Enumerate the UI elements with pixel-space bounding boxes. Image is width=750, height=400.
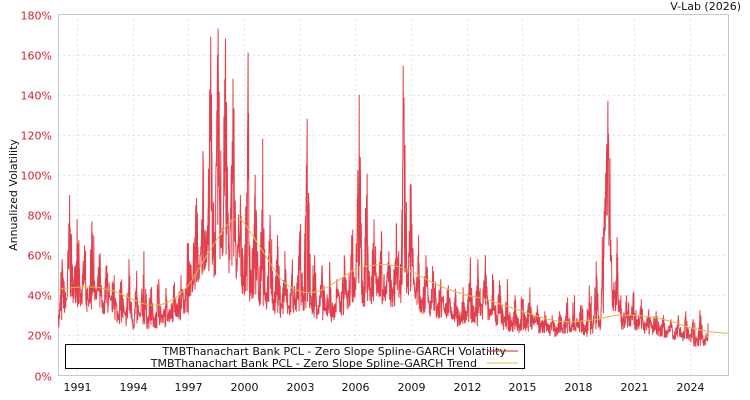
y-tick-label: 20%	[28, 330, 52, 343]
x-tick-label: 2003	[287, 381, 315, 394]
x-tick-label: 1991	[64, 381, 92, 394]
y-tick-label: 40%	[28, 290, 52, 303]
x-tick-label: 2009	[398, 381, 426, 394]
credit-label: V-Lab (2026)	[670, 0, 741, 13]
legend-label-volatility: TMBThanachart Bank PCL - Zero Slope Spli…	[161, 345, 506, 358]
x-tick-label: 2024	[677, 381, 705, 394]
x-tick-label: 2021	[621, 381, 649, 394]
x-tick-label: 2015	[509, 381, 537, 394]
series-lines	[58, 28, 729, 347]
legend-label-trend: TMBThanachart Bank PCL - Zero Slope Spli…	[150, 357, 477, 370]
x-axis-ticks: 1991 1994 1997 2000 2003 2006 2009 2012 2015 2018…	[64, 381, 705, 394]
y-tick-label: 80%	[28, 210, 52, 223]
volatility-line	[58, 28, 709, 347]
plot-frame	[58, 14, 729, 376]
legend: TMBThanachart Bank PCL - Zero Slope Spli…	[65, 344, 525, 370]
x-tick-label: 2018	[565, 381, 593, 394]
y-tick-label: 100%	[21, 170, 52, 183]
x-tick-label: 2000	[231, 381, 259, 394]
y-axis-ticks: 0% 20% 40% 60% 80% 100% 120% 140% 160% 180%	[21, 10, 52, 384]
x-tick-label: 1997	[175, 381, 203, 394]
y-tick-label: 180%	[21, 10, 52, 23]
y-tick-label: 60%	[28, 250, 52, 263]
y-tick-label: 140%	[21, 90, 52, 103]
x-tick-label: 1994	[120, 381, 148, 394]
x-tick-label: 2006	[342, 381, 370, 394]
trend-line	[58, 218, 729, 334]
y-tick-label: 160%	[21, 50, 52, 63]
y-tick-label: 120%	[21, 130, 52, 143]
y-tick-label: 0%	[35, 371, 52, 384]
legend-box	[65, 344, 525, 369]
x-tick-label: 2012	[454, 381, 482, 394]
y-axis-label: Annualized Volatility	[7, 139, 20, 251]
